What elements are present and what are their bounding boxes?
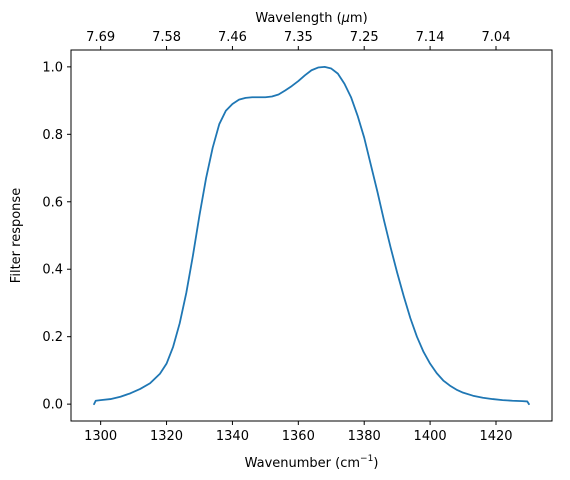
filter-response-line [93, 65, 530, 406]
plot-area [93, 65, 530, 406]
top-x-tick-label: 7.35 [284, 30, 313, 45]
y-tick-label: 0.6 [42, 195, 63, 210]
x-tick-label: 1300 [84, 429, 117, 444]
x-tick-label: 1340 [216, 429, 249, 444]
top-x-tick-label: 7.25 [350, 30, 379, 45]
y-tick-label: 0.2 [42, 330, 63, 345]
y-tick-label: 1.0 [42, 60, 63, 75]
x-tick-label: 1380 [348, 429, 381, 444]
top-x-tick-label: 7.69 [86, 30, 115, 45]
x-tick-label: 1400 [414, 429, 447, 444]
y-tick-label: 0.0 [42, 398, 63, 413]
x-tick-label: 1360 [282, 429, 315, 444]
y-axis-title: Filter response [9, 188, 24, 283]
top-x-tick-label: 7.04 [482, 30, 511, 45]
x-axis-title: Wavenumber (cm−1) [245, 454, 379, 471]
top-x-tick-label: 7.14 [416, 30, 445, 45]
top-x-axis-title: Wavelength (μm) [255, 11, 367, 26]
y-tick-label: 0.8 [42, 128, 63, 143]
top-x-axis-ticks: 7.69 7.58 7.46 7.35 7.25 7.14 7.04 [86, 30, 510, 50]
top-x-tick-label: 7.46 [218, 30, 247, 45]
y-axis-ticks: 0.0 0.2 0.4 0.6 0.8 1.0 [42, 60, 71, 413]
x-tick-label: 1320 [150, 429, 183, 444]
bottom-x-axis-ticks: 1300 1320 1340 1360 1380 1400 1420 [84, 421, 513, 444]
axes-frame [70, 49, 553, 422]
x-tick-label: 1420 [479, 429, 512, 444]
top-x-tick-label: 7.58 [152, 30, 181, 45]
y-tick-label: 0.4 [42, 263, 63, 278]
